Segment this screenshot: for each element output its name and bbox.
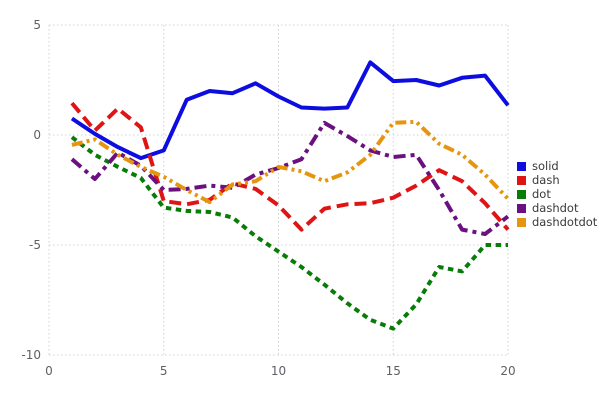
series-line-dash (70, 101, 510, 232)
series-line-solid (70, 60, 510, 161)
legend-swatch-dashdotdot-icon (517, 218, 526, 227)
legend-swatch-solid-icon (517, 162, 526, 171)
legend-item-solid: solid (517, 159, 597, 173)
legend-item-dashdotdot: dashdotdot (517, 215, 598, 229)
legend-label: dot (532, 187, 551, 201)
legend-item-dot: dot (517, 187, 597, 201)
legend-label: dash (532, 173, 560, 187)
x-axis-tick-label: 5 (160, 364, 168, 378)
y-axis-tick-label: -10 (21, 348, 41, 362)
y-axis-tick-label: 0 (33, 128, 41, 142)
legend-swatch-dot-icon (517, 190, 526, 199)
legend-label: dashdotdot (532, 215, 598, 229)
x-axis-tick-label: 10 (271, 364, 286, 378)
y-axis-tick-label: -5 (29, 238, 41, 252)
legend-label: solid (532, 159, 559, 173)
x-axis-tick-label: 15 (386, 364, 401, 378)
y-axis-tick-label: 5 (33, 18, 41, 32)
legend-label: dashdot (532, 201, 579, 215)
legend-swatch-dash-icon (517, 176, 526, 185)
series-line-dashdotdot (71, 119, 510, 205)
legend-item-dashdot: dashdot (517, 201, 597, 215)
x-axis-tick-label: 0 (45, 364, 53, 378)
legend: solid dash dot dashdot dashdotdot (517, 159, 598, 229)
legend-swatch-dashdot-icon (517, 204, 526, 213)
series-line-dot (70, 135, 508, 331)
legend-item-dash: dash (517, 173, 597, 187)
x-axis-tick-label: 20 (500, 364, 515, 378)
